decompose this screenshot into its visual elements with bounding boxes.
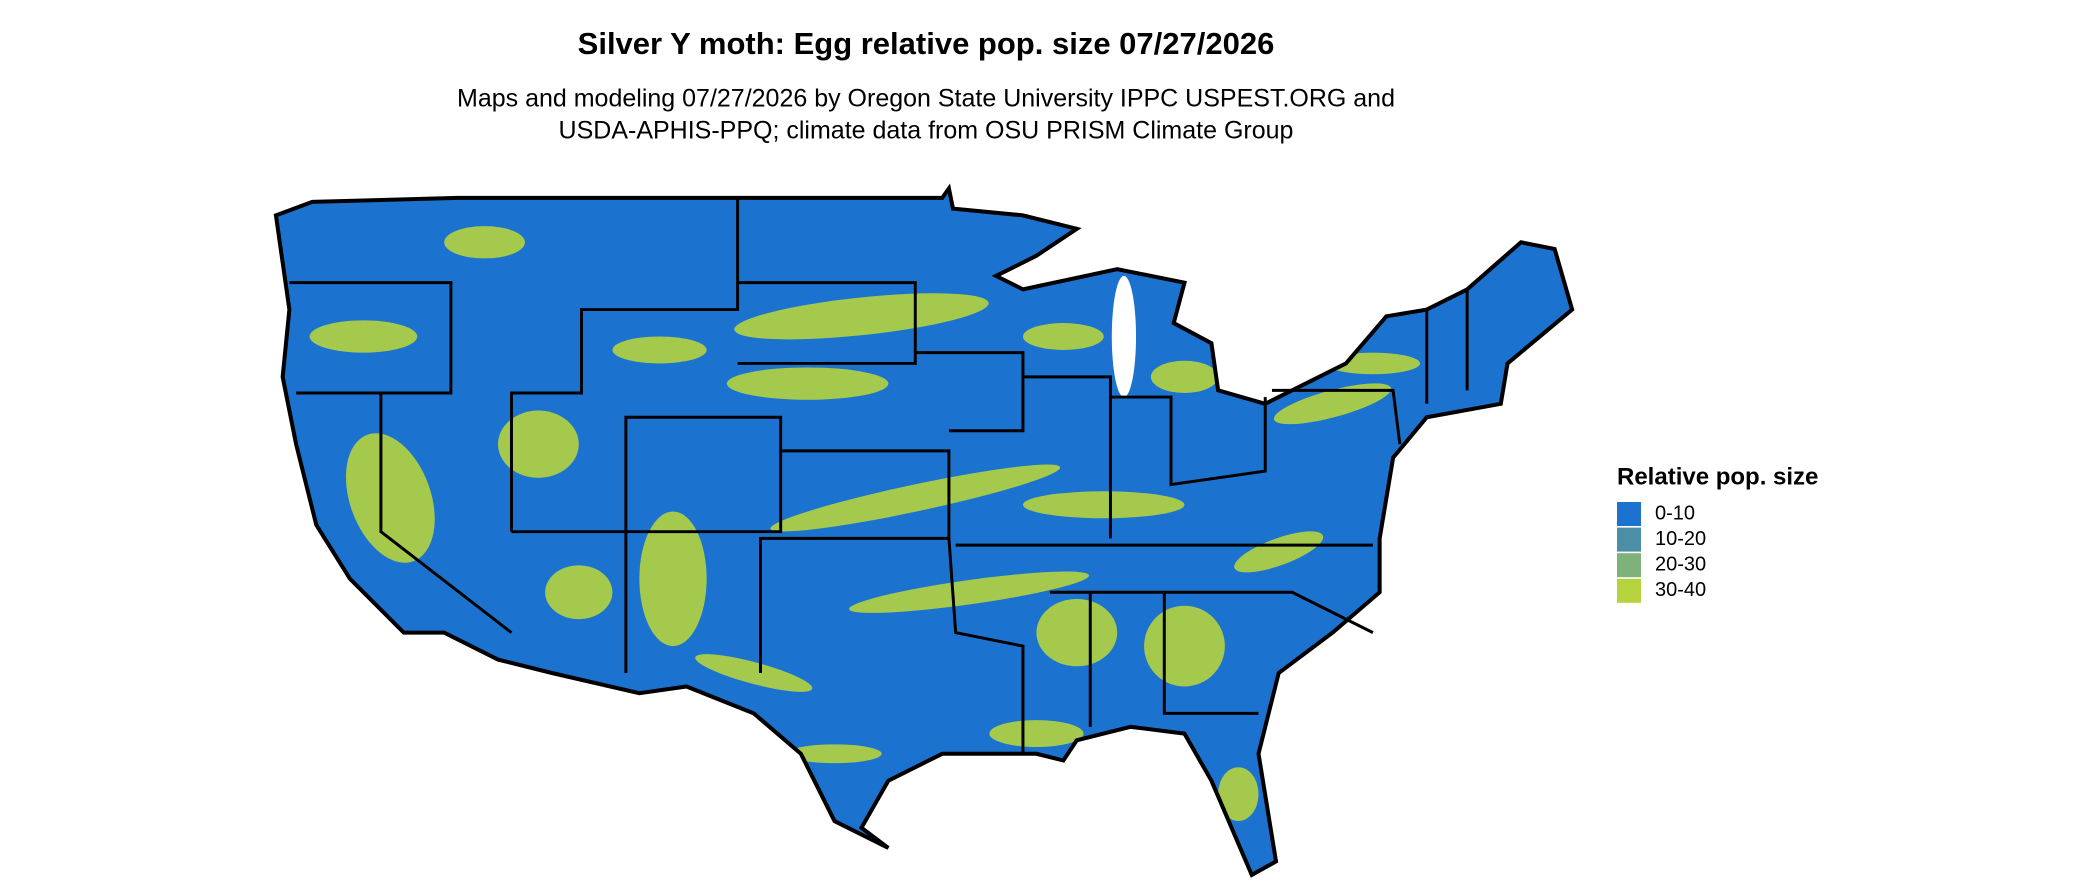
lake-michigan: [1111, 275, 1137, 398]
map-base: [275, 188, 1573, 875]
state-borders: [289, 197, 1469, 754]
risk-patches: [309, 226, 1421, 822]
legend-swatch: [1617, 553, 1641, 578]
legend-label: 10-20: [1655, 528, 1706, 550]
legend-title: Relative pop. size: [1617, 463, 1818, 490]
legend-label: 30-40: [1655, 579, 1706, 601]
us-map: [276, 188, 1572, 874]
legend-label: 0-10: [1655, 502, 1695, 524]
legend: Relative pop. size 0-10 10-20 20-30 30-40: [1617, 463, 1818, 603]
map-subtitle: USDA-APHIS-PPQ; climate data from OSU PR…: [559, 117, 1294, 145]
map-title: Silver Y moth: Egg relative pop. size 07…: [578, 26, 1275, 61]
legend-label: 20-30: [1655, 553, 1706, 575]
legend-swatch: [1617, 527, 1641, 552]
map-subtitle: Maps and modeling 07/27/2026 by Oregon S…: [457, 85, 1395, 113]
legend-items: 0-10 10-20 20-30 30-40: [1617, 502, 1706, 603]
legend-swatch: [1617, 578, 1641, 603]
legend-swatch: [1617, 502, 1641, 526]
